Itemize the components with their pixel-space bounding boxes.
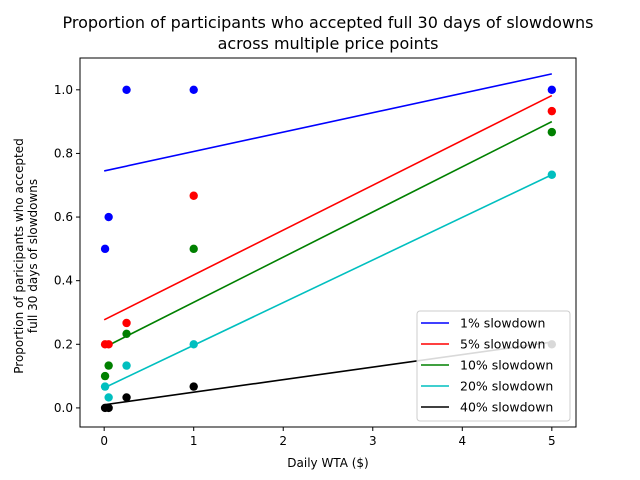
x-tick-label: 1 xyxy=(190,434,198,448)
y-tick-label: 0.0 xyxy=(54,401,73,415)
y-tick-label: 1.0 xyxy=(54,83,73,97)
chart-title-line-2: across multiple price points xyxy=(218,34,439,53)
fit-line-series-4 xyxy=(103,174,553,389)
legend-label-series-2: 5% slowdown xyxy=(460,337,545,352)
data-point-series-5-2 xyxy=(104,403,113,413)
data-point-series-5-3 xyxy=(122,393,131,402)
y-tick-label: 0.4 xyxy=(54,274,73,288)
data-point-series-2-4 xyxy=(189,191,198,200)
plot-frame xyxy=(79,57,577,428)
x-tick-label: 0 xyxy=(100,434,108,448)
y-axis-label-line-2: full 30 days of slowdowns xyxy=(26,179,40,333)
data-point-series-4-1 xyxy=(100,382,110,391)
data-point-series-1-4 xyxy=(189,85,198,95)
data-point-series-2-5 xyxy=(547,106,557,116)
data-point-series-5-4 xyxy=(189,382,198,391)
legend-label-series-1: 1% slowdown xyxy=(460,316,545,331)
data-point-series-4-5 xyxy=(547,170,557,179)
fit-line-series-2 xyxy=(103,94,553,321)
x-tick-label: 5 xyxy=(548,434,556,448)
data-point-series-3-4 xyxy=(189,244,198,254)
x-tick-label: 2 xyxy=(279,434,287,448)
data-point-series-1-3 xyxy=(122,85,131,95)
data-point-series-3-1 xyxy=(100,371,110,381)
y-axis-label-line-1: Proportion of paricipants who accepted xyxy=(12,138,26,373)
data-point-series-4-3 xyxy=(122,361,131,370)
x-axis-label: Daily WTA ($) xyxy=(287,456,368,470)
data-point-series-3-2 xyxy=(104,361,113,370)
data-point-series-1-1 xyxy=(100,244,110,254)
data-point-series-4-4 xyxy=(189,340,198,349)
x-tick-label: 3 xyxy=(369,434,377,448)
plot-area xyxy=(79,57,577,428)
legend-box xyxy=(416,310,571,422)
fit-line-series-3 xyxy=(103,120,553,349)
data-point-series-2-2 xyxy=(104,340,113,349)
y-tick-label: 0.8 xyxy=(54,146,73,160)
axis-ticks: 0 1 2 3 4 5 0.0 0.2 0.4 0.6 0.8 1.0 xyxy=(54,83,556,448)
legend: 1% slowdown 5% slowdown 10% slowdown 20% sl… xyxy=(416,310,571,422)
legend-label-series-4: 20% slowdown xyxy=(460,379,553,394)
fit-line-series-1 xyxy=(104,73,552,172)
legend-label-series-3: 10% slowdown xyxy=(460,358,553,373)
data-point-series-2-3 xyxy=(122,318,131,328)
y-tick-label: 0.6 xyxy=(54,210,73,224)
chart-title-line-1: Proportion of participants who accepted … xyxy=(62,13,593,32)
data-point-series-1-5 xyxy=(547,85,557,95)
data-point-series-3-5 xyxy=(547,127,557,137)
data-point-series-4-2 xyxy=(104,393,113,402)
data-point-series-3-3 xyxy=(122,329,131,338)
legend-label-series-5: 40% slowdown xyxy=(460,400,553,415)
x-tick-label: 4 xyxy=(458,434,466,448)
y-tick-label: 0.2 xyxy=(54,337,73,351)
data-point-series-1-2 xyxy=(104,212,113,222)
